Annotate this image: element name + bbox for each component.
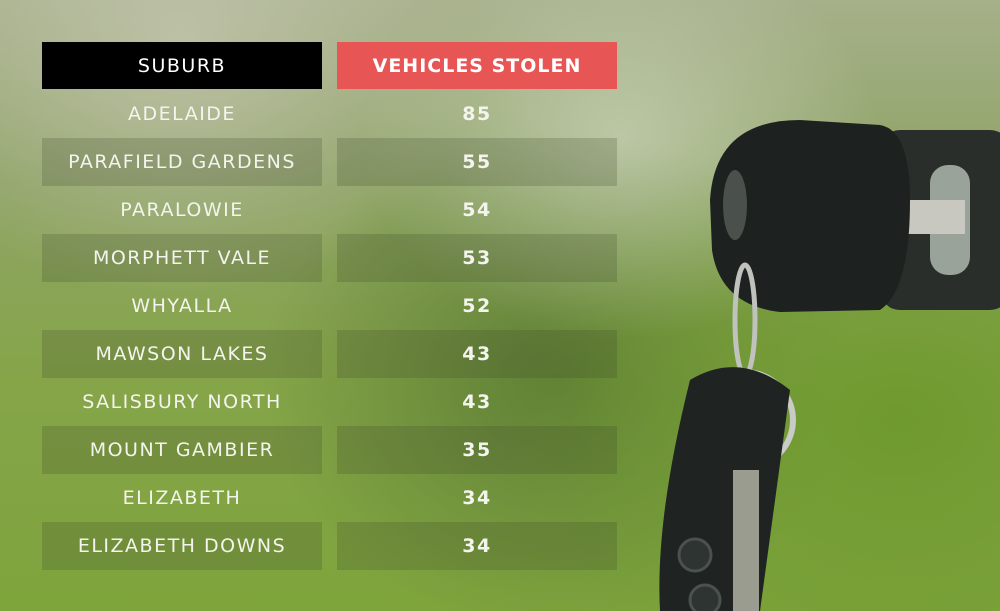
table-row: SALISBURY NORTH 43: [42, 378, 617, 426]
table-row: WHYALLA 52: [42, 282, 617, 330]
suburb-cell: ELIZABETH DOWNS: [42, 522, 322, 570]
suburb-cell: MOUNT GAMBIER: [42, 426, 322, 474]
vehicles-stolen-cell: 34: [462, 487, 492, 509]
suburb-cell: ADELAIDE: [128, 103, 236, 125]
suburb-cell: PARAFIELD GARDENS: [42, 138, 322, 186]
table-row: ELIZABETH 34: [42, 474, 617, 522]
suburb-cell: ELIZABETH: [122, 487, 242, 509]
vehicles-stolen-cell: 43: [462, 391, 492, 413]
suburb-cell: PARALOWIE: [120, 199, 244, 221]
table-row: MORPHETT VALE 53: [42, 234, 617, 282]
key-blade: [900, 200, 965, 234]
lanyard: [733, 470, 759, 611]
vehicles-stolen-cell: 43: [337, 330, 617, 378]
vehicles-stolen-cell: 52: [462, 295, 492, 317]
remote-fob: [659, 367, 790, 611]
remote-button: [688, 583, 722, 611]
table-row: MOUNT GAMBIER 35: [42, 426, 617, 474]
table-row: PARAFIELD GARDENS 55: [42, 138, 617, 186]
table-row: MAWSON LAKES 43: [42, 330, 617, 378]
key-head-highlight: [723, 170, 747, 240]
header-suburb: SUBURB: [42, 42, 322, 89]
table-row: ELIZABETH DOWNS 34: [42, 522, 617, 570]
suburb-cell: WHYALLA: [131, 295, 233, 317]
vehicles-stolen-cell: 55: [337, 138, 617, 186]
vehicles-stolen-cell: 35: [337, 426, 617, 474]
vehicles-stolen-cell: 85: [462, 103, 492, 125]
suburb-cell: MAWSON LAKES: [42, 330, 322, 378]
remote-button: [677, 537, 713, 573]
table-row: ADELAIDE 85: [42, 90, 617, 138]
header-vehicles-stolen: VEHICLES STOLEN: [337, 42, 617, 89]
suburb-cell: SALISBURY NORTH: [82, 391, 282, 413]
vehicles-stolen-cell: 54: [462, 199, 492, 221]
key-head: [710, 120, 910, 312]
stolen-vehicles-table: SUBURB VEHICLES STOLEN ADELAIDE 85 PARAFIE…: [42, 42, 617, 570]
vehicles-stolen-cell: 34: [337, 522, 617, 570]
suburb-cell: MORPHETT VALE: [42, 234, 322, 282]
table-row: PARALOWIE 54: [42, 186, 617, 234]
table-header: SUBURB VEHICLES STOLEN: [42, 42, 617, 90]
vehicles-stolen-cell: 53: [337, 234, 617, 282]
